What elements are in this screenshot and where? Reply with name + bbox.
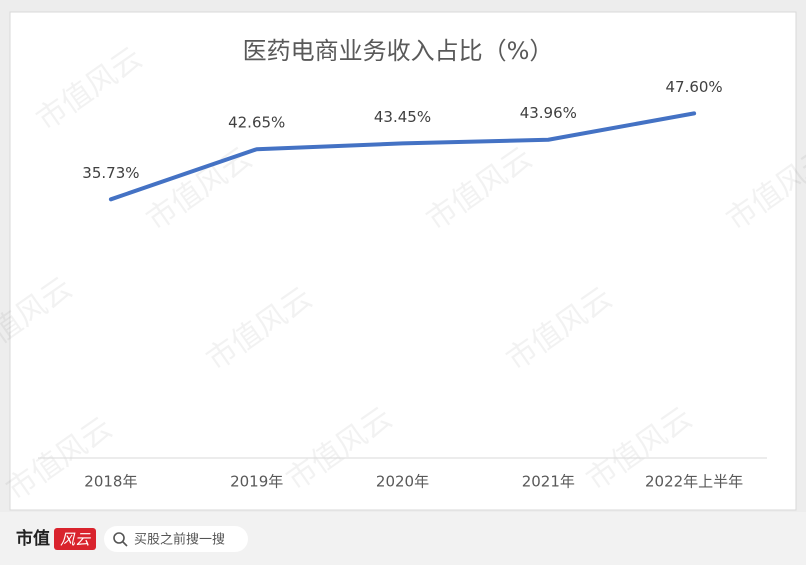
brand: 市值	[16, 528, 50, 549]
line	[108, 111, 697, 202]
chart-title: 医药电商业务收入占比（%）	[243, 37, 554, 65]
data-label: 43.96%	[520, 104, 577, 122]
search-placeholder[interactable]: 买股之前搜一搜	[134, 532, 225, 548]
x-tick-label: 2022年上半年	[645, 473, 743, 491]
search-icon-handle	[122, 541, 128, 547]
x-tick-label: 2020年	[376, 473, 429, 491]
data-label: 47.60%	[665, 78, 722, 96]
x-tick-label: 2021年	[522, 473, 575, 491]
data-label: 42.65%	[228, 114, 285, 132]
x-tick-label: 2018年	[84, 473, 137, 491]
chart-area	[9, 11, 797, 511]
search-box[interactable]	[104, 526, 248, 552]
x-tick-label: 2019年	[230, 473, 283, 491]
data-label: 43.45%	[374, 108, 431, 126]
search-icon	[113, 532, 125, 544]
logo: 风云	[60, 531, 91, 549]
data-label: 35.73%	[82, 164, 139, 182]
logo-box	[54, 528, 96, 550]
